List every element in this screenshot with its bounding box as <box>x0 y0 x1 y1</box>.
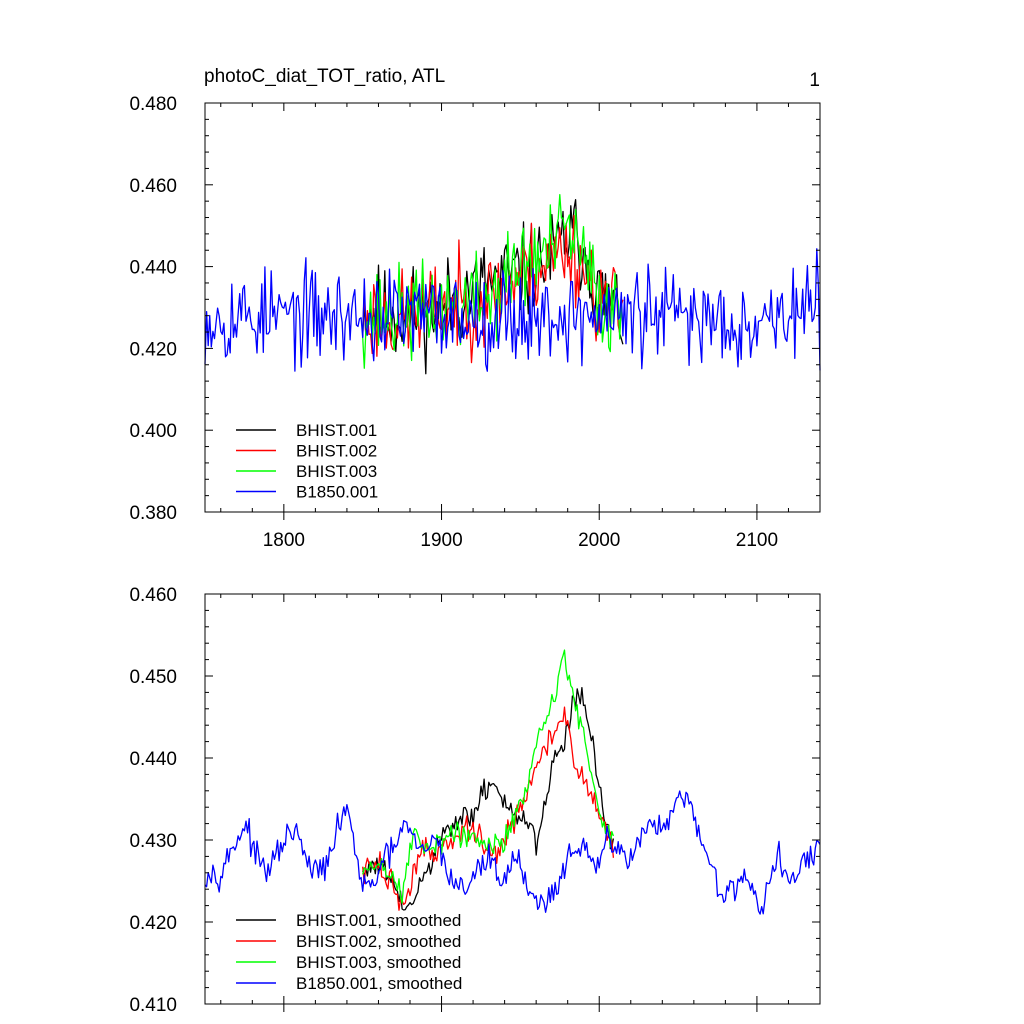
y-tick-label: 0.420 <box>129 913 177 934</box>
legend-label: BHIST.003, smoothed <box>296 953 461 972</box>
legend-label: BHIST.001, smoothed <box>296 911 461 930</box>
legend-label: BHIST.001 <box>296 421 377 440</box>
series-line-2 <box>362 706 615 911</box>
y-tick-label: 0.430 <box>129 831 177 852</box>
legend-label: BHIST.002, smoothed <box>296 932 461 951</box>
series-layer <box>204 649 821 915</box>
legend-label: BHIST.003 <box>296 462 377 481</box>
legend-label: B1850.001 <box>296 483 378 502</box>
series-line-4 <box>204 790 821 915</box>
panel-number: 1 <box>809 70 820 91</box>
y-tick-label: 0.440 <box>129 749 177 770</box>
y-tick-label: 0.400 <box>129 421 177 442</box>
chart-title: photoC_diat_TOT_ratio, ATL <box>204 66 445 87</box>
plot-frame <box>204 102 821 513</box>
x-tick-label: 1800 <box>263 530 305 551</box>
x-tick-label: 2100 <box>736 530 778 551</box>
y-tick-label: 0.410 <box>129 995 177 1016</box>
y-tick-label: 0.460 <box>129 585 177 606</box>
plot-frame <box>204 593 821 1005</box>
legend-label: B1850.001, smoothed <box>296 974 462 993</box>
series-line-4 <box>204 248 821 372</box>
y-tick-label: 0.480 <box>129 94 177 115</box>
axis-layer: 0.410 0.420 0.430 0.440 0.450 0.460 <box>129 585 821 1016</box>
series-line-3 <box>362 649 615 904</box>
y-tick-label: 0.420 <box>129 339 177 360</box>
legend-label: BHIST.002 <box>296 442 377 461</box>
legend: BHIST.001, smoothed BHIST.002, smoothed BH… <box>236 911 462 993</box>
y-tick-label: 0.440 <box>129 258 177 279</box>
y-tick-label: 0.450 <box>129 667 177 688</box>
y-tick-label: 0.460 <box>129 176 177 197</box>
y-tick-label: 0.380 <box>129 503 177 524</box>
panel-top: 1800 1900 2000 2100 0.380 0.400 0.420 0.440 0.46… <box>129 66 821 551</box>
x-tick-label: 1900 <box>420 530 462 551</box>
axis-layer: 1800 1900 2000 2100 0.380 0.400 0.420 0.440 0.46… <box>129 94 821 551</box>
panel-bottom: 0.410 0.420 0.430 0.440 0.450 0.460 BHIST.001… <box>129 585 821 1016</box>
series-layer <box>204 194 821 375</box>
series-line-1 <box>362 686 615 911</box>
x-tick-label: 2000 <box>578 530 620 551</box>
